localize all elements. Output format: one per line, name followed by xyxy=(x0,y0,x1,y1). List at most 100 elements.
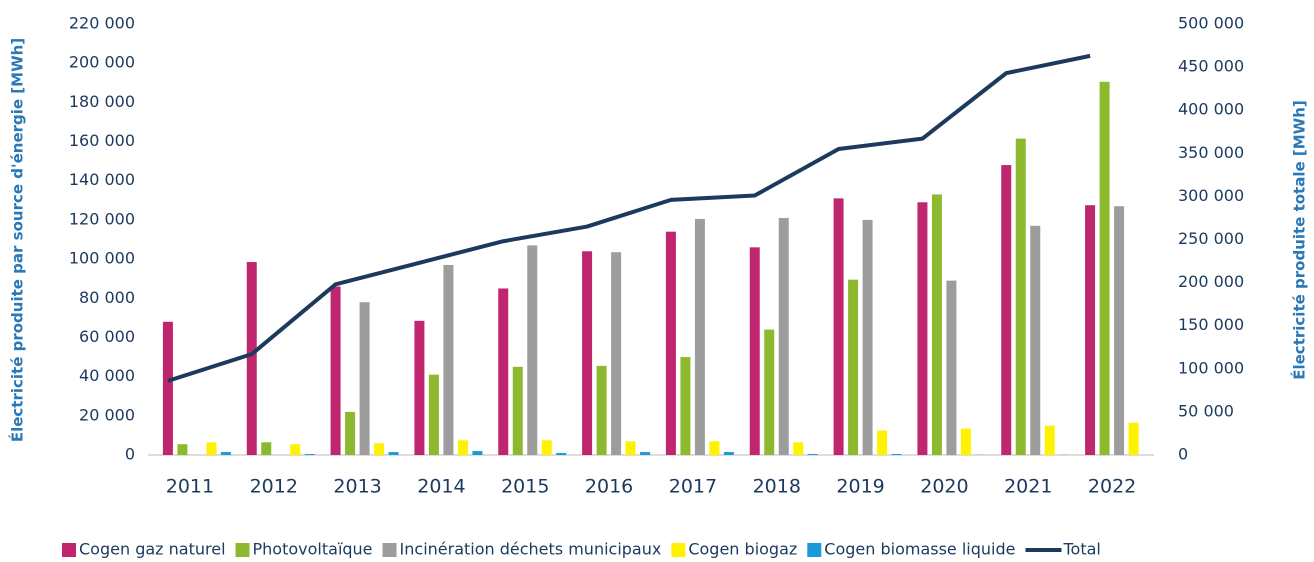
x-tick-label: 2011 xyxy=(166,476,214,498)
bar xyxy=(1128,422,1139,455)
y2-tick-label: 150 000 xyxy=(1178,315,1244,334)
y2-tick-label: 0 xyxy=(1178,445,1188,464)
bar xyxy=(625,441,636,455)
bar xyxy=(1044,425,1055,455)
y-tick-label: 20 000 xyxy=(79,405,135,424)
y-tick-label: 180 000 xyxy=(69,92,135,111)
y2-axis-title: Électricité produite totale [MWh] xyxy=(1290,100,1309,380)
y-tick-label: 100 000 xyxy=(69,249,135,268)
bar xyxy=(206,442,217,455)
bar xyxy=(665,231,676,455)
bar xyxy=(723,452,734,455)
bar xyxy=(1085,205,1096,455)
x-tick-label: 2019 xyxy=(836,476,884,498)
line xyxy=(167,53,1091,383)
bar xyxy=(807,454,818,455)
bar xyxy=(946,280,957,455)
y2-tick-label: 50 000 xyxy=(1178,401,1234,420)
bar xyxy=(891,454,902,455)
y2-tick-label: 250 000 xyxy=(1178,229,1244,248)
bar xyxy=(527,245,538,455)
y2-tick-label: 450 000 xyxy=(1178,57,1244,76)
bar xyxy=(709,441,720,455)
bar xyxy=(330,286,341,455)
bar xyxy=(1001,165,1012,455)
bar xyxy=(541,440,552,455)
legend-swatch xyxy=(382,543,397,557)
y2-tick-label: 100 000 xyxy=(1178,358,1244,377)
bar xyxy=(162,321,173,455)
bar xyxy=(1015,138,1026,455)
bar xyxy=(917,202,928,455)
bar xyxy=(960,428,971,455)
legend-swatch xyxy=(235,543,250,557)
y2-tick-label: 400 000 xyxy=(1178,100,1244,119)
y-axis-title: Électricité produite par source d'énergi… xyxy=(8,38,27,442)
y-tick-label: 120 000 xyxy=(69,209,135,228)
legend-label: Cogen gaz naturel xyxy=(79,540,226,559)
bar xyxy=(359,302,370,455)
bar xyxy=(177,444,188,455)
bar xyxy=(290,444,301,455)
legend-swatch xyxy=(671,543,686,557)
bar xyxy=(1030,225,1041,455)
y-tick-label: 160 000 xyxy=(69,131,135,150)
y2-tick-label: 500 000 xyxy=(1178,14,1244,33)
legend-label: Incinération déchets municipaux xyxy=(400,540,662,559)
bar xyxy=(1114,206,1125,455)
bar xyxy=(680,357,691,455)
bar xyxy=(833,198,844,456)
x-tick-label: 2012 xyxy=(250,476,298,498)
y-tick-label: 0 xyxy=(125,445,135,464)
bar xyxy=(457,440,468,455)
bar xyxy=(1099,81,1110,455)
x-tick-label: 2017 xyxy=(669,476,717,498)
legend-swatch xyxy=(807,543,822,557)
legend-label: Total xyxy=(1062,540,1100,559)
y-tick-label: 80 000 xyxy=(79,288,135,307)
x-tick-label: 2014 xyxy=(417,476,465,498)
y2-tick-label: 350 000 xyxy=(1178,143,1244,162)
x-tick-label: 2021 xyxy=(1004,476,1052,498)
bar xyxy=(749,247,760,455)
legend-label: Photovoltaïque xyxy=(253,540,373,559)
x-tick-label: 2015 xyxy=(501,476,549,498)
bar xyxy=(848,279,859,455)
bar xyxy=(596,365,607,455)
bar xyxy=(220,452,231,455)
bar xyxy=(304,454,315,455)
x-tick-label: 2020 xyxy=(920,476,968,498)
legend-label: Cogen biogaz xyxy=(688,540,797,559)
bar xyxy=(428,374,439,455)
bar xyxy=(582,251,593,455)
bar xyxy=(556,453,567,455)
bar xyxy=(877,430,888,455)
y-tick-label: 200 000 xyxy=(69,53,135,72)
bar xyxy=(388,452,399,455)
bar xyxy=(374,443,385,455)
x-tick-label: 2016 xyxy=(585,476,633,498)
bar xyxy=(345,411,356,455)
y-tick-label: 140 000 xyxy=(69,170,135,189)
x-tick-label: 2018 xyxy=(753,476,801,498)
bar xyxy=(443,264,454,455)
bar xyxy=(498,288,509,455)
bar xyxy=(931,194,942,455)
bar xyxy=(694,218,705,455)
bar xyxy=(764,329,775,455)
legend-label: Cogen biomasse liquide xyxy=(824,540,1015,559)
y-tick-label: 60 000 xyxy=(79,327,135,346)
y2-tick-label: 300 000 xyxy=(1178,186,1244,205)
y-tick-label: 40 000 xyxy=(79,366,135,385)
y-tick-label: 220 000 xyxy=(69,14,135,33)
x-tick-label: 2013 xyxy=(333,476,381,498)
bar xyxy=(793,442,804,455)
x-tick-label: 2022 xyxy=(1088,476,1136,498)
bar xyxy=(472,451,483,455)
legend-swatch xyxy=(62,543,76,557)
y2-tick-label: 200 000 xyxy=(1178,272,1244,291)
bar xyxy=(246,262,257,455)
bar xyxy=(414,320,425,455)
bar xyxy=(261,442,272,455)
